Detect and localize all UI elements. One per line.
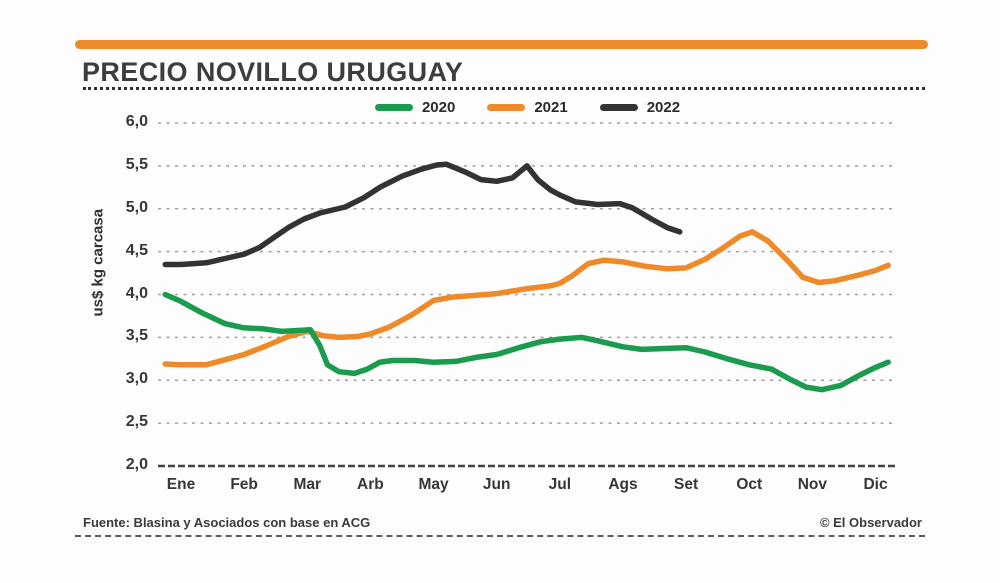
legend-item-2021: 2021 bbox=[487, 98, 568, 116]
x-tick-label-feb: Feb bbox=[230, 476, 258, 493]
accent-bar bbox=[75, 40, 928, 49]
legend-swatch-2020 bbox=[374, 103, 413, 111]
y-tick-label: 4,5 bbox=[125, 241, 148, 259]
footer-divider bbox=[75, 535, 925, 537]
x-tick-label-ags: Ags bbox=[608, 476, 638, 493]
title-divider bbox=[83, 87, 925, 90]
line-2021 bbox=[162, 229, 891, 368]
line-2022 bbox=[162, 161, 683, 268]
copyright-note: © El Observador bbox=[819, 515, 922, 530]
chart-legend: 2020 2021 2022 bbox=[158, 98, 897, 116]
x-tick-label-may: May bbox=[418, 476, 449, 493]
y-tick-label: 5,5 bbox=[125, 155, 148, 173]
legend-item-2022: 2022 bbox=[599, 98, 681, 116]
legend-label-2020: 2020 bbox=[421, 98, 456, 116]
x-tick-label-mar: Mar bbox=[293, 476, 322, 493]
x-tick-label-arb: Arb bbox=[357, 476, 384, 493]
y-tick-label: 4,0 bbox=[125, 284, 148, 302]
y-tick-label: 6,0 bbox=[125, 113, 148, 130]
x-tick-label-ene: Ene bbox=[166, 476, 196, 493]
x-tick-label-dic: Dic bbox=[863, 476, 888, 493]
page-title: PRECIO NOVILLO URUGUAY bbox=[82, 57, 464, 87]
x-tick-label-jun: Jun bbox=[482, 476, 511, 493]
legend-swatch-2021 bbox=[487, 103, 526, 111]
legend-item-2020: 2020 bbox=[374, 98, 456, 116]
y-tick-label: 5,0 bbox=[125, 198, 148, 216]
y-tick-label: 2,0 bbox=[125, 456, 148, 473]
legend-label-2022: 2022 bbox=[646, 98, 681, 116]
y-tick-label: 3,5 bbox=[125, 327, 148, 345]
source-note: Fuente: Blasina y Asociados con base en … bbox=[83, 515, 371, 530]
x-tick-label-oct: Oct bbox=[736, 476, 763, 493]
legend-swatch-2022 bbox=[599, 103, 638, 111]
x-tick-label-jul: Jul bbox=[548, 476, 572, 493]
x-tick-label-set: Set bbox=[674, 476, 699, 493]
legend-label-2021: 2021 bbox=[534, 98, 568, 116]
line-2020 bbox=[162, 291, 891, 393]
y-tick-label: 2,5 bbox=[125, 413, 148, 431]
x-tick-label-nov: Nov bbox=[797, 476, 828, 493]
y-tick-label: 3,0 bbox=[125, 370, 148, 388]
